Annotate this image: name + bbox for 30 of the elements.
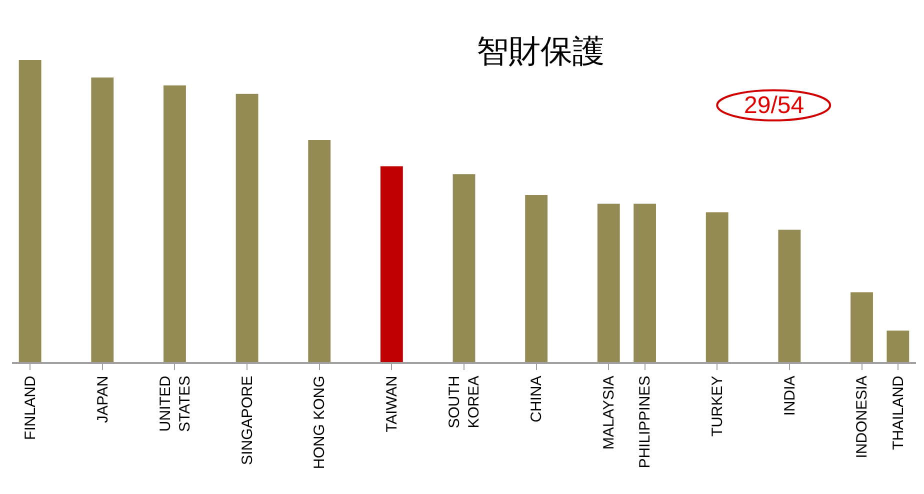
x-tick-label: UNITED STATES (156, 376, 194, 432)
bar (850, 292, 873, 362)
bar (597, 204, 620, 362)
x-tick-label: PHILIPPINES (636, 376, 654, 468)
x-tick-label: SOUTH KOREA (446, 376, 483, 428)
bar (525, 194, 548, 362)
bar (91, 78, 114, 362)
x-tick-label: TAIWAN (384, 376, 401, 432)
bar (164, 85, 186, 362)
annotation: 29/54 (744, 92, 804, 119)
x-tick-label: FINLAND (22, 376, 39, 440)
chart-title: 智財保護 (476, 32, 605, 69)
x-tick-label: INDONESIA (854, 376, 871, 458)
bar (886, 330, 910, 362)
bar (452, 174, 476, 362)
x-tick-label: INDIA (781, 376, 798, 416)
bar (706, 212, 728, 362)
bar (236, 94, 258, 362)
x-tick-label: SINGAPORE (238, 376, 256, 465)
x-tick-label: JAPAN (94, 376, 112, 423)
x-tick-label: TURKEY (708, 376, 726, 437)
x-tick-label: CHINA (528, 376, 546, 422)
x-tick-label: THAILAND (890, 376, 907, 450)
bar (380, 166, 403, 362)
bar (634, 204, 656, 362)
bar (308, 140, 331, 362)
bar (778, 230, 801, 362)
x-tick-label: HONG KONG (311, 376, 328, 470)
x-tick-label: MALAYSIA (600, 376, 618, 450)
bar (18, 60, 42, 362)
